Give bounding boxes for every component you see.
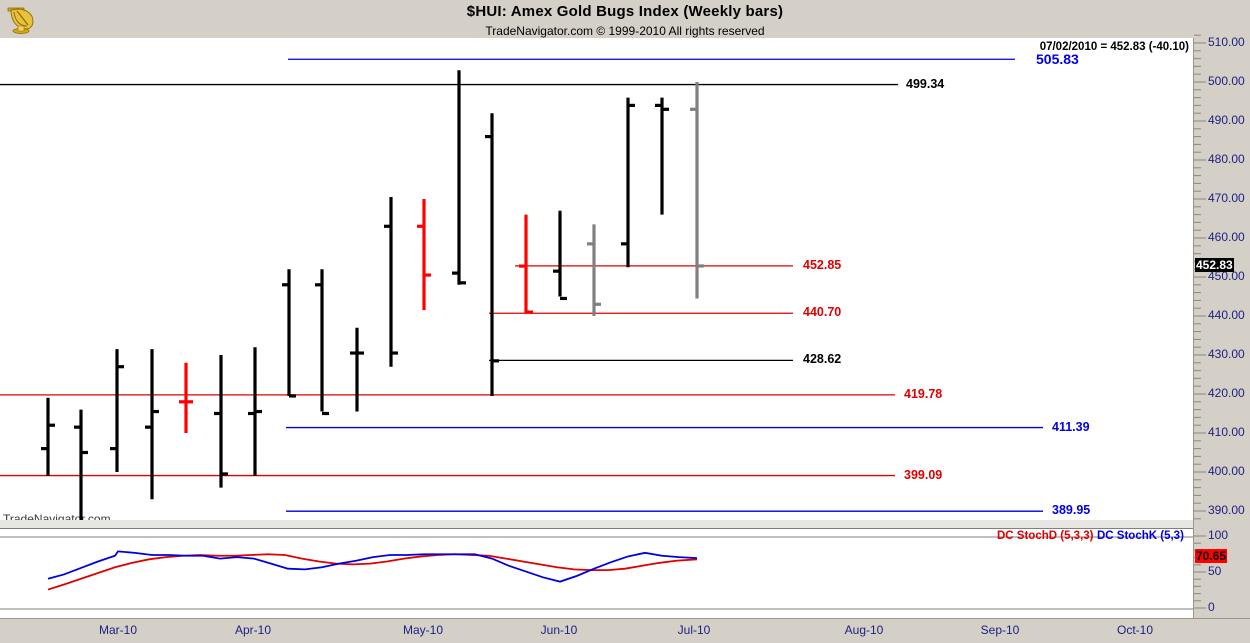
stochastic-pane[interactable]: DC StochD (5,3,3) DC StochK (5,3) bbox=[0, 528, 1193, 620]
axis-ticks-svg bbox=[1194, 34, 1206, 609]
last-quote-readout: 07/02/2010 = 452.83 (-40.10) bbox=[1039, 41, 1189, 53]
date-axis-tick-label[interactable]: Jul-10 bbox=[677, 623, 711, 637]
ohlc-bar[interactable] bbox=[179, 362, 193, 433]
price-level-label[interactable]: 419.78 bbox=[904, 386, 943, 401]
date-axis-tick-label[interactable]: Apr-10 bbox=[234, 623, 272, 637]
pane-divider bbox=[0, 520, 1193, 528]
date-axis-tick-label[interactable]: Oct-10 bbox=[1116, 623, 1154, 637]
price-level-label[interactable]: 440.70 bbox=[803, 305, 842, 320]
price-axis-tick-label: 450.00 bbox=[1208, 269, 1245, 283]
stochk-line[interactable] bbox=[47, 550, 698, 583]
price-plot-svg bbox=[0, 58, 1043, 535]
ohlc-bar[interactable] bbox=[282, 269, 296, 398]
price-level-label[interactable]: 411.39 bbox=[1052, 419, 1090, 434]
price-level-label[interactable]: 505.83 bbox=[1036, 51, 1079, 68]
price-axis-tick-label: 440.00 bbox=[1208, 308, 1245, 322]
ohlc-bar[interactable] bbox=[350, 327, 364, 412]
ohlc-bar[interactable] bbox=[452, 70, 466, 285]
ohlc-bar[interactable] bbox=[621, 97, 635, 268]
price-axis-tick-label: 420.00 bbox=[1208, 386, 1245, 400]
date-axis-tick-label[interactable]: May-10 bbox=[402, 623, 444, 637]
stoch-value-badge[interactable]: 70.65 bbox=[1195, 549, 1228, 564]
price-axis[interactable]: 510.00 500.00 490.00 480.00 470.00 460.00 450.… bbox=[1193, 34, 1250, 618]
date-axis-tick-label[interactable]: Sep-10 bbox=[980, 623, 1020, 637]
price-level-label[interactable]: 428.62 bbox=[803, 352, 842, 367]
price-axis-tick-label: 500.00 bbox=[1208, 74, 1245, 88]
date-axis-tick-label[interactable]: Aug-10 bbox=[844, 623, 884, 637]
date-axis[interactable]: Mar-10 Apr-10 May-10 Jun-10 Jul-10 Aug-10 Sep-… bbox=[0, 618, 1250, 643]
price-axis-tick-label: 470.00 bbox=[1208, 191, 1245, 205]
price-axis-tick-label: 460.00 bbox=[1208, 230, 1245, 244]
sextant-logo bbox=[4, 2, 38, 34]
ohlc-bar[interactable] bbox=[690, 82, 704, 299]
price-axis-tick-label: 400.00 bbox=[1208, 464, 1245, 478]
ohlc-bar[interactable] bbox=[315, 269, 329, 416]
page-title: $HUI: Amex Gold Bugs Index (Weekly bars) bbox=[466, 3, 784, 20]
price-level-label[interactable]: 399.09 bbox=[904, 467, 943, 482]
price-axis-tick-label: 480.00 bbox=[1208, 152, 1245, 166]
ohlc-bar[interactable] bbox=[519, 214, 533, 314]
ohlc-bar[interactable] bbox=[587, 224, 601, 316]
date-axis-tick-label[interactable]: Mar-10 bbox=[98, 623, 138, 637]
price-axis-tick-label: 430.00 bbox=[1208, 347, 1245, 361]
ohlc-bar[interactable] bbox=[655, 97, 669, 215]
ohlc-bar[interactable] bbox=[417, 199, 431, 311]
legend-stochk[interactable]: DC StochK (5,3) bbox=[1097, 530, 1184, 542]
ohlc-bar[interactable] bbox=[110, 349, 124, 472]
ohlc-bar[interactable] bbox=[74, 409, 88, 535]
price-axis-tick-label: 410.00 bbox=[1208, 425, 1245, 439]
price-axis-tick-label: 510.00 bbox=[1208, 35, 1245, 49]
stoch-axis-tick-label: 100 bbox=[1208, 528, 1229, 542]
price-level-label[interactable]: 499.34 bbox=[906, 76, 945, 91]
ohlc-bar[interactable] bbox=[214, 355, 228, 488]
stoch-axis-tick-label: 0 bbox=[1208, 600, 1215, 614]
ohlc-bar[interactable] bbox=[248, 347, 262, 476]
price-level-label[interactable]: 452.85 bbox=[803, 257, 842, 272]
price-chart-pane[interactable]: 07/02/2010 = 452.83 (-40.10) TradeNaviga… bbox=[0, 38, 1193, 535]
ohlc-bar[interactable] bbox=[384, 197, 398, 367]
ohlc-bar[interactable] bbox=[553, 210, 567, 301]
ohlc-bar[interactable] bbox=[485, 113, 499, 396]
ohlc-bar[interactable] bbox=[145, 349, 159, 500]
price-level-label[interactable]: 389.95 bbox=[1052, 503, 1091, 518]
stoch-axis-tick-label: 50 bbox=[1208, 564, 1222, 578]
stochd-line[interactable] bbox=[47, 553, 698, 591]
legend-stochd[interactable]: DC StochD (5,3,3) bbox=[997, 530, 1094, 542]
date-axis-tick-label[interactable]: Jun-10 bbox=[540, 623, 578, 637]
last-price-badge[interactable]: 452.83 bbox=[1195, 257, 1234, 272]
ohlc-bar[interactable] bbox=[41, 397, 55, 476]
chart-header: $HUI: Amex Gold Bugs Index (Weekly bars)… bbox=[0, 0, 1250, 38]
copyright-subtitle: TradeNavigator.com © 1999-2010 All right… bbox=[485, 24, 765, 38]
price-axis-tick-label: 490.00 bbox=[1208, 113, 1245, 127]
stochastic-plot-svg bbox=[0, 536, 1193, 610]
price-axis-tick-label: 390.00 bbox=[1208, 503, 1245, 517]
